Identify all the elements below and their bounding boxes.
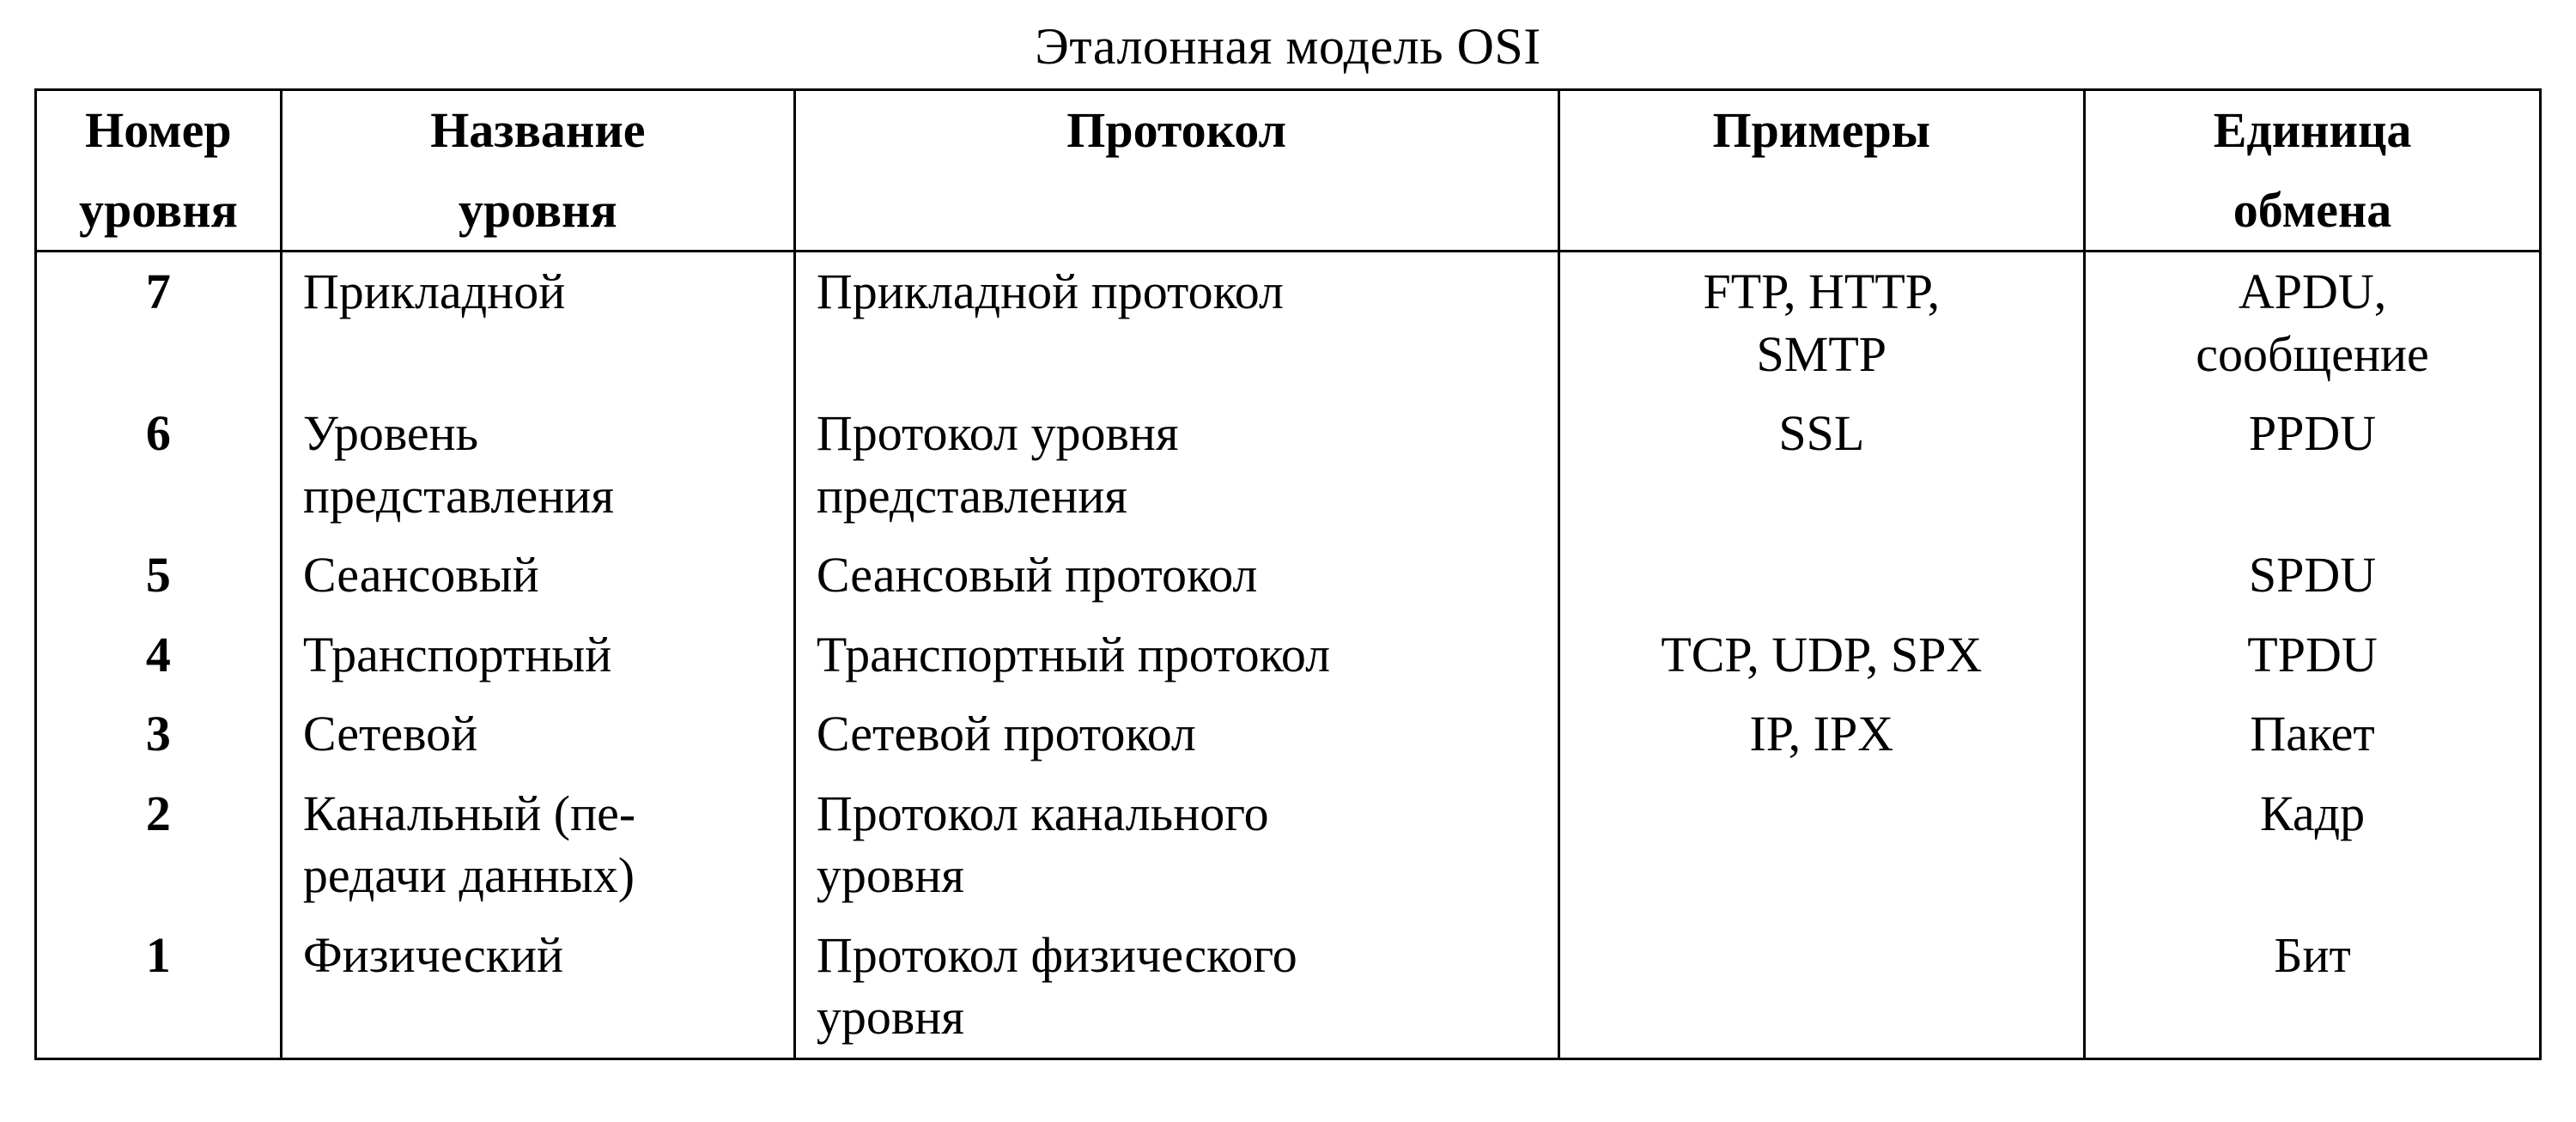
cell-num: 1	[36, 916, 282, 987]
table-row: уровня	[36, 986, 2541, 1058]
cell-name: Уровень	[281, 394, 794, 465]
cell-num: 6	[36, 394, 282, 465]
col-header-num: Номер	[36, 90, 282, 171]
cell-num: 3	[36, 694, 282, 774]
cell-ex: TCP, UDP, SPX	[1558, 616, 2085, 695]
cell-num: 5	[36, 536, 282, 616]
cell-name	[281, 324, 794, 395]
cell-ex	[1558, 774, 2085, 846]
cell-name: редачи данных)	[281, 845, 794, 916]
cell-name: Канальный (пе-	[281, 774, 794, 846]
cell-unit: Бит	[2085, 916, 2541, 987]
col-header-proto: Протокол	[794, 90, 1558, 171]
cell-name: Сеансовый	[281, 536, 794, 616]
table-row: 1 Физический Протокол физического Бит	[36, 916, 2541, 987]
col-header-num-l2: уровня	[36, 171, 282, 252]
table-title: Эталонная модель OSI	[34, 17, 2542, 76]
cell-num	[36, 324, 282, 395]
cell-proto: уровня	[794, 986, 1558, 1058]
cell-proto	[794, 324, 1558, 395]
cell-name: Транспортный	[281, 616, 794, 695]
cell-ex	[1558, 465, 2085, 537]
cell-unit: TPDU	[2085, 616, 2541, 695]
header-row: Номер Название Протокол Примеры Единица	[36, 90, 2541, 171]
cell-unit	[2085, 986, 2541, 1058]
cell-ex	[1558, 536, 2085, 616]
table-row: 3 Сетевой Сетевой протокол IP, IPX Пакет	[36, 694, 2541, 774]
col-header-unit: Единица	[2085, 90, 2541, 171]
cell-unit: Кадр	[2085, 774, 2541, 846]
cell-name: представления	[281, 465, 794, 537]
table-row: представления представления	[36, 465, 2541, 537]
table-row: 5 Сеансовый Сеансовый протокол SPDU	[36, 536, 2541, 616]
cell-name: Прикладной	[281, 252, 794, 324]
cell-ex	[1558, 986, 2085, 1058]
cell-unit: PPDU	[2085, 394, 2541, 465]
cell-proto: Транспортный протокол	[794, 616, 1558, 695]
cell-unit: Пакет	[2085, 694, 2541, 774]
cell-num: 2	[36, 774, 282, 846]
cell-name: Физический	[281, 916, 794, 987]
col-header-proto-l2	[794, 171, 1558, 252]
cell-proto: Протокол уровня	[794, 394, 1558, 465]
cell-num	[36, 465, 282, 537]
cell-proto: уровня	[794, 845, 1558, 916]
cell-unit: сообщение	[2085, 324, 2541, 395]
cell-ex: SSL	[1558, 394, 2085, 465]
cell-proto: Сеансовый протокол	[794, 536, 1558, 616]
table-row: 4 Транспортный Транспортный протокол TCP…	[36, 616, 2541, 695]
cell-ex: IP, IPX	[1558, 694, 2085, 774]
cell-proto: представления	[794, 465, 1558, 537]
cell-unit	[2085, 465, 2541, 537]
cell-ex	[1558, 916, 2085, 987]
header-row-line2: уровня уровня обмена	[36, 171, 2541, 252]
cell-unit: SPDU	[2085, 536, 2541, 616]
cell-unit	[2085, 845, 2541, 916]
cell-name: Сетевой	[281, 694, 794, 774]
cell-num	[36, 845, 282, 916]
table-row: SMTP сообщение	[36, 324, 2541, 395]
cell-name	[281, 986, 794, 1058]
table-row: редачи данных) уровня	[36, 845, 2541, 916]
col-header-unit-l2: обмена	[2085, 171, 2541, 252]
col-header-name: Название	[281, 90, 794, 171]
table-row: 2 Канальный (пе- Протокол канального Кад…	[36, 774, 2541, 846]
table-row: 7 Прикладной Прикладной протокол FTP, HT…	[36, 252, 2541, 324]
page-root: Эталонная модель OSI Номер Название Прот…	[0, 0, 2576, 1095]
cell-ex: SMTP	[1558, 324, 2085, 395]
cell-proto: Сетевой протокол	[794, 694, 1558, 774]
cell-ex	[1558, 845, 2085, 916]
cell-proto: Протокол канального	[794, 774, 1558, 846]
cell-ex: FTP, HTTP,	[1558, 252, 2085, 324]
cell-unit: APDU,	[2085, 252, 2541, 324]
col-header-ex: Примеры	[1558, 90, 2085, 171]
cell-num: 7	[36, 252, 282, 324]
osi-table: Номер Название Протокол Примеры Единица …	[34, 88, 2542, 1060]
col-header-ex-l2	[1558, 171, 2085, 252]
cell-proto: Протокол физического	[794, 916, 1558, 987]
table-row: 6 Уровень Протокол уровня SSL PPDU	[36, 394, 2541, 465]
cell-proto: Прикладной протокол	[794, 252, 1558, 324]
cell-num: 4	[36, 616, 282, 695]
col-header-name-l2: уровня	[281, 171, 794, 252]
cell-num	[36, 986, 282, 1058]
